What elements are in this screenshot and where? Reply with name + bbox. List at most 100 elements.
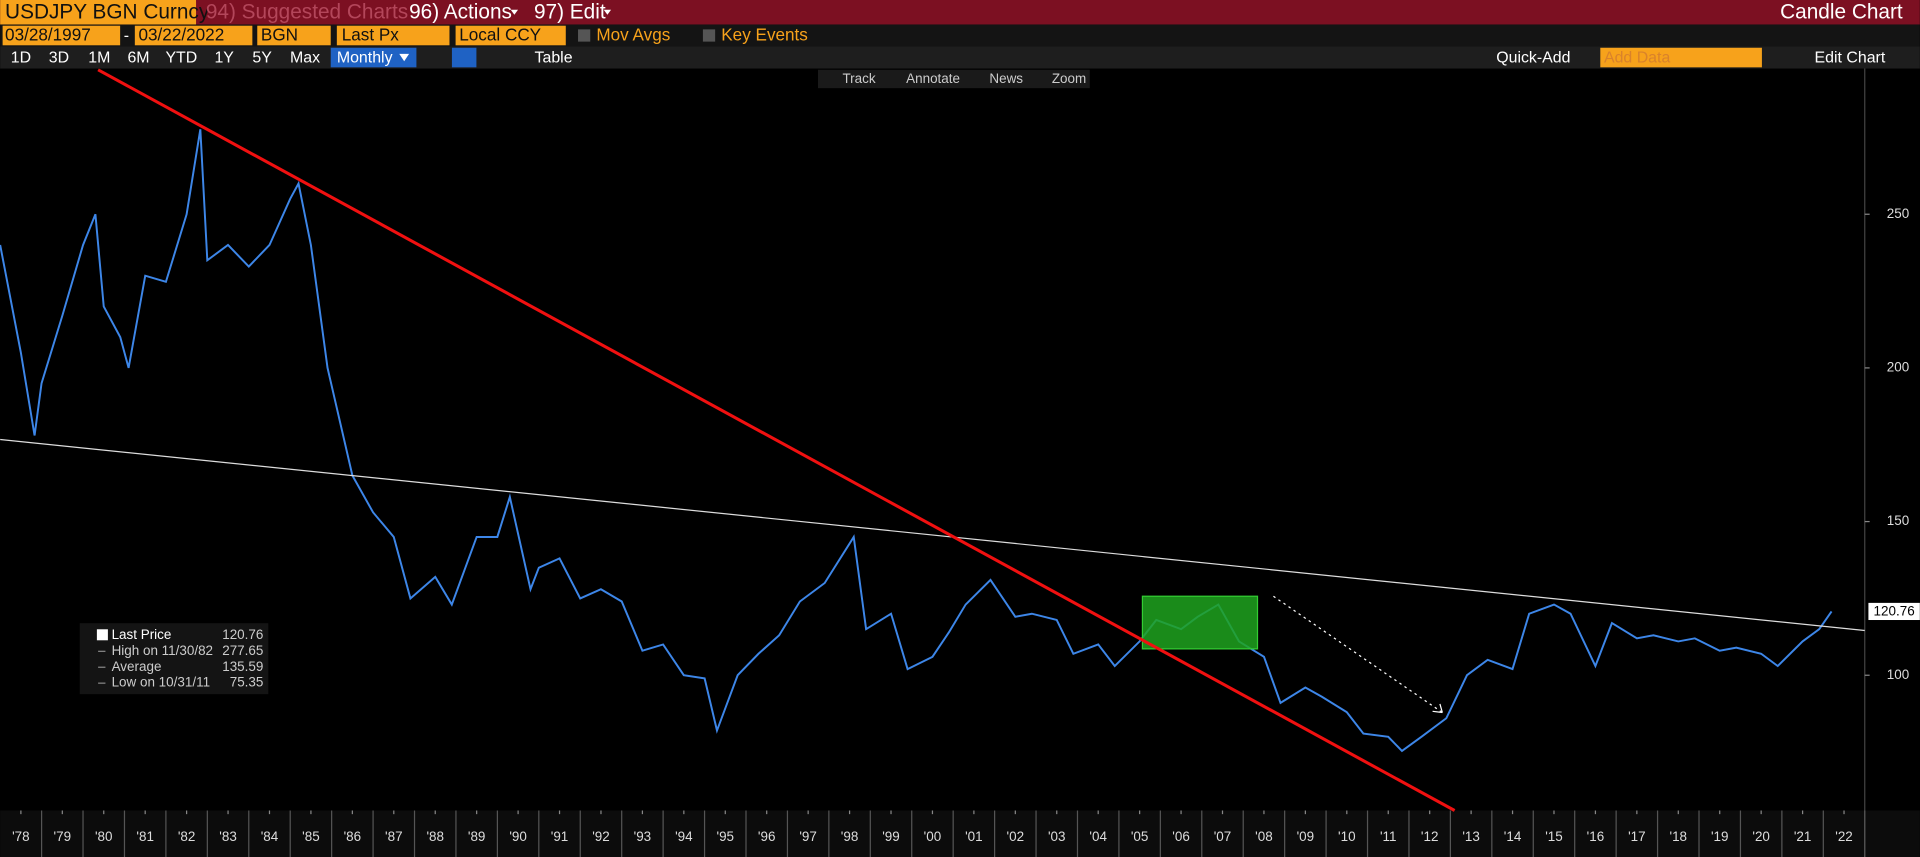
x-tick-label: '88 [426,829,444,844]
x-tick-label: '13 [1462,829,1480,844]
chart-style-button[interactable] [451,47,477,68]
x-tick-label: '11 [1380,829,1397,844]
x-tick-label: '00 [924,829,942,844]
field[interactable]: Last Px [342,25,400,45]
x-tick-label: '14 [1504,829,1522,844]
start-date-box[interactable] [2,25,121,46]
tool-button[interactable]: News [989,71,1023,86]
x-tick-label: '89 [468,829,486,844]
x-tick-label: '92 [592,829,610,844]
x-tick-label: '12 [1421,829,1439,844]
x-tick-label: '97 [799,829,817,844]
period-button[interactable]: 6M [127,49,149,66]
stats: Last Price 120.76 High on 11/30/82 277.65 Av… [96,627,264,690]
menu-edit[interactable]: 97) Edit [534,0,606,23]
tool-button[interactable]: Track [842,71,875,86]
x-tick-label: '78 [12,829,30,844]
dropdown-arrow [399,53,410,62]
stat-label: Last Price [112,627,172,642]
period-button[interactable]: 1M [88,49,110,66]
period-buttons: 1D 3D 1M 6M YTD 1Y 5Y Max [11,49,320,66]
x-axis-area [0,810,1920,857]
x-tick-label: '02 [1007,829,1025,844]
x-tick-label: '22 [1835,829,1853,844]
x-tick-label: '19 [1711,829,1729,844]
x-tick-label: '80 [95,829,113,844]
end-date[interactable]: 03/22/2022 [139,25,225,45]
x-tick-label: '81 [136,829,154,844]
x-tick-label: '79 [54,829,72,844]
dropdown-arrow [603,9,612,15]
edit-chart[interactable]: Edit Chart [1815,49,1886,66]
frequency-box[interactable] [330,47,417,68]
highlight-box [1141,595,1259,650]
source[interactable]: BGN [261,25,298,45]
y-tick-label: 150 [1887,513,1909,528]
stats-legend [79,623,269,695]
x-tick-label: '99 [882,829,900,844]
period-button[interactable]: 3D [49,49,69,66]
x-tick-label: '16 [1587,829,1605,844]
currency-box[interactable] [455,25,566,46]
x-tick-label: '04 [1089,829,1107,844]
period-button[interactable]: 5Y [252,49,272,66]
menu-suggested[interactable]: 94) Suggested Charts [206,0,408,23]
checkbox[interactable] [702,29,716,42]
add-data-box[interactable] [1600,47,1762,68]
frequency[interactable]: Monthly [337,49,393,66]
x-tick-label: '03 [1048,829,1066,844]
quick-add[interactable]: Quick-Add [1496,49,1570,66]
last-value-label: 120.76 [1874,604,1915,619]
period-bar [0,46,1920,69]
field-box[interactable] [336,25,450,46]
tools: Track Annotate News Zoom [842,71,1086,86]
ticker-box[interactable] [0,0,197,25]
axes: 100 150 200 250 '78 '79 '80 '81 '82 '83 '84 '85 '86 '… [12,206,1920,857]
period-button[interactable]: 1D [11,49,31,66]
period-button[interactable]: YTD [165,49,197,66]
x-tick-label: '91 [551,829,569,844]
tool-button[interactable]: Annotate [906,71,960,86]
stat-value: 120.76 [222,627,263,642]
stat-value: 277.65 [222,643,263,658]
source-box[interactable] [257,25,331,46]
ticker[interactable]: USDJPY BGN Curncy [5,0,210,23]
toggle-key-events[interactable]: Key Events [721,25,808,45]
x-tick-label: '05 [1131,829,1149,844]
tool-strip [817,69,1090,89]
end-date-box[interactable] [134,25,253,46]
period-button[interactable]: 1Y [214,49,234,66]
toggle-mov-avgs[interactable]: Mov Avgs [596,25,670,45]
x-tick-label: '10 [1338,829,1356,844]
x-tick-label: '18 [1670,829,1688,844]
period-button[interactable]: Max [290,49,320,66]
x-tick-label: '09 [1297,829,1315,844]
stat-label: Average [112,659,162,674]
add-data[interactable]: Add Data [1604,49,1670,66]
x-tick-label: '96 [758,829,776,844]
start-date[interactable]: 03/28/1997 [5,25,91,45]
stat-swatch [96,629,108,641]
menu-actions[interactable]: 96) Actions [409,0,512,23]
arrow [1273,595,1443,714]
x-tick-label: '87 [385,829,403,844]
x-tick-label: '90 [509,829,527,844]
currency[interactable]: Local CCY [459,25,541,45]
y-tick-label: 250 [1887,206,1909,221]
table-button[interactable]: Table [535,49,573,66]
trend-line [0,438,1865,632]
x-tick-label: '15 [1545,829,1563,844]
x-tick-label: '21 [1794,829,1812,844]
x-tick-label: '20 [1752,829,1770,844]
x-tick-label: '86 [344,829,362,844]
x-tick-label: '98 [841,829,859,844]
chart-kind: Candle Chart [1780,0,1903,23]
checkbox[interactable] [578,29,591,42]
tool-button[interactable]: Zoom [1052,71,1086,86]
stat-value: 75.35 [230,675,264,690]
x-tick-label: '82 [178,829,196,844]
stat-label: Low on 10/31/11 [112,675,211,690]
dropdown-arrow [510,9,519,15]
trend-line [97,68,1456,812]
